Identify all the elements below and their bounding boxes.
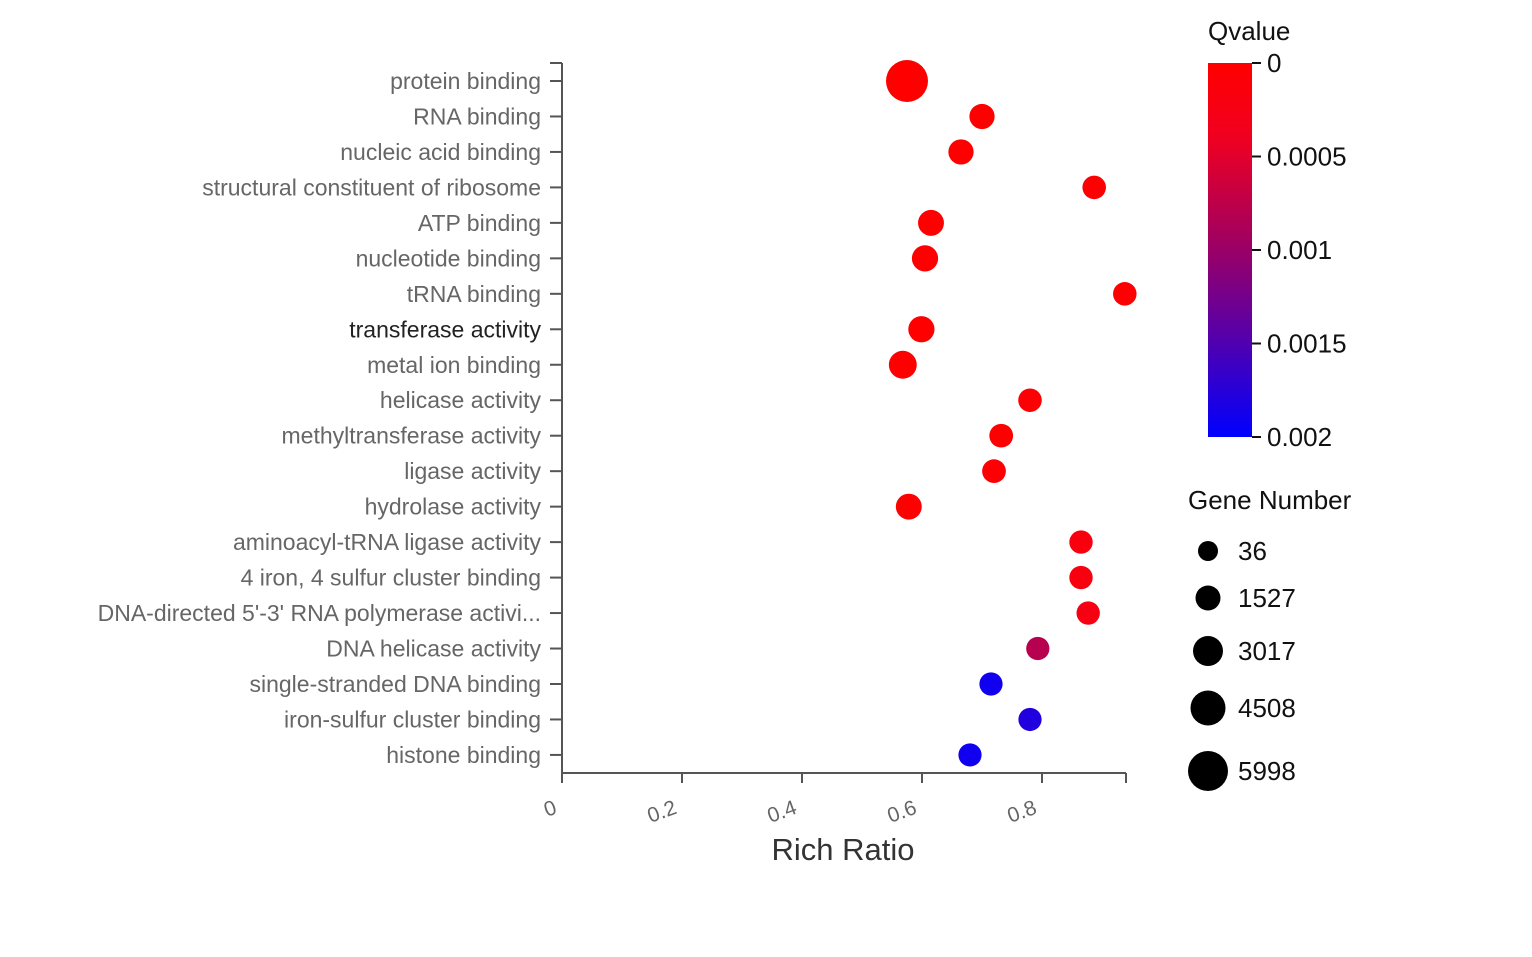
y-axis: protein binding RNA binding nucleic acid b… [98,62,563,773]
gene-number-size-legend: Gene Number 36 1527 3017 4508 5998 [1188,485,1352,791]
category-label: 4 iron, 4 sulfur cluster binding [241,565,541,591]
category-label: RNA binding [413,103,541,129]
data-point [886,60,928,102]
category-label: single-stranded DNA binding [249,671,541,697]
category-label: transferase activity [349,316,541,342]
qvalue-colorbar [1208,63,1252,437]
category-label: DNA helicase activity [326,636,541,662]
qvalue-legend-title: Qvalue [1208,16,1290,46]
x-tick-label: 0 [541,796,560,822]
category-label: ligase activity [404,458,541,484]
data-point [1076,601,1100,625]
data-point [1113,282,1137,306]
category-label: iron-sulfur cluster binding [284,706,541,732]
qvalue-tick-label: 0.0015 [1267,329,1347,359]
x-axis-title: Rich Ratio [772,832,915,867]
x-axis: 0 0.2 0.4 0.6 0.8 [541,772,1127,828]
data-point [895,493,922,520]
size-legend-marker [1195,585,1221,611]
category-label: methyltransferase activity [282,423,542,449]
x-tick-label: 0.4 [764,796,800,828]
qvalue-tick-label: 0.0005 [1267,142,1347,172]
data-points [886,60,1137,767]
data-point [1026,636,1050,661]
size-legend-label: 1527 [1238,583,1296,613]
x-tick-label: 0.8 [1004,796,1039,828]
category-label: hydrolase activity [365,494,542,520]
size-legend-label: 3017 [1238,636,1296,666]
category-label: aminoacyl-tRNA ligase activity [233,529,542,555]
data-point [979,672,1003,696]
data-point [1069,565,1093,590]
data-point [1082,175,1106,200]
data-point [982,459,1006,484]
x-tick-label: 0.6 [884,796,919,828]
size-legend-label: 5998 [1238,756,1296,786]
data-point [969,103,995,130]
qvalue-tick-label: 0.002 [1267,422,1332,452]
category-label: structural constituent of ribosome [202,174,541,200]
category-label: histone binding [386,742,541,768]
gene-number-legend-title: Gene Number [1188,485,1352,515]
data-point [1018,388,1042,413]
data-point [918,209,944,236]
size-legend-marker [1198,541,1218,561]
data-point [908,316,935,343]
data-point [911,245,939,272]
category-label: nucleic acid binding [340,139,541,165]
data-point [1069,530,1093,554]
data-point [958,743,982,767]
size-legend-marker [1190,690,1226,726]
category-label: tRNA binding [407,281,541,307]
category-label: protein binding [390,68,541,94]
size-legend-label: 4508 [1238,693,1296,723]
category-label: DNA-directed 5'-3' RNA polymerase activi… [98,600,541,626]
data-point [989,423,1014,448]
size-legend-label: 36 [1238,536,1267,566]
data-point [888,350,917,379]
category-label: helicase activity [380,387,542,413]
category-label: metal ion binding [367,352,541,378]
qvalue-color-legend: Qvalue 0 0.0005 0.001 0.0015 0.002 [1208,16,1347,452]
size-legend-marker [1193,636,1223,666]
category-label: nucleotide binding [356,245,541,271]
category-label: ATP binding [418,210,541,236]
x-tick-label: 0.2 [644,796,679,828]
data-point [1018,707,1042,732]
size-legend-marker [1188,751,1228,791]
qvalue-tick-label: 0.001 [1267,235,1332,265]
qvalue-tick-label: 0 [1267,48,1281,78]
data-point [948,139,974,165]
